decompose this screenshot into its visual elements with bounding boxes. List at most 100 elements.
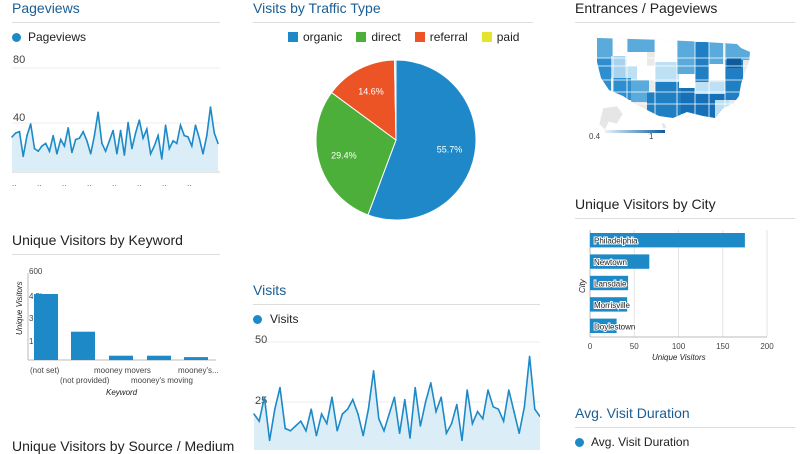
traffic-widget: Visits by Traffic Type organic direct re… xyxy=(240,0,540,240)
pie-slice-referral xyxy=(330,59,397,142)
city-title[interactable]: Unique Visitors by City xyxy=(575,196,716,212)
visits-point-7 xyxy=(289,430,292,432)
visits-point-25 xyxy=(383,430,385,432)
pie-label-referral: 14.6% xyxy=(358,87,384,97)
visits-point-23 xyxy=(372,370,375,372)
legend-referral-label: referral xyxy=(429,30,468,44)
pageviews-point-23 xyxy=(97,111,99,113)
pageviews-point-40 xyxy=(161,158,163,160)
visits-point-14 xyxy=(326,422,328,425)
state-ohio-indiana xyxy=(709,64,725,80)
visits-legend-label[interactable]: Visits xyxy=(270,312,299,326)
keyword-bar-chart[interactable]: 600 4.5k 3k 1.5k (not set) (not provided… xyxy=(0,225,230,405)
visits-point-20 xyxy=(357,413,359,415)
source-title[interactable]: Unique Visitors by Source / Medium xyxy=(12,438,235,454)
visits-point-28 xyxy=(398,432,401,434)
visits-title-rule xyxy=(253,304,540,305)
city-label-4: Doylestown xyxy=(594,322,635,331)
pie-slice-paid xyxy=(393,59,397,141)
pageviews-point-6 xyxy=(33,147,36,150)
visits-point-31 xyxy=(414,386,416,389)
pageviews-point-24 xyxy=(101,142,103,145)
keyword-ytick-600: 600 xyxy=(29,267,43,276)
state-nebraska-kansas xyxy=(655,62,679,82)
pageviews-point-1 xyxy=(14,132,17,134)
pageviews-ytick-40: 40 xyxy=(13,112,25,124)
duration-legend-label[interactable]: Avg. Visit Duration xyxy=(591,435,690,449)
entrances-widget: Entrances / Pageviews xyxy=(565,0,800,170)
us-map[interactable]: 0.4 1 xyxy=(565,0,800,170)
legend-direct[interactable]: direct xyxy=(356,30,401,44)
legend-organic-swatch xyxy=(288,32,298,42)
pageviews-point-13 xyxy=(59,138,62,141)
map-scale-min: 0.4 xyxy=(589,132,601,141)
visits-point-35 xyxy=(435,410,437,413)
city-bar-0 xyxy=(590,233,745,248)
visits-legend-dot xyxy=(253,315,262,324)
city-bar-2 xyxy=(590,275,629,291)
visits-line xyxy=(253,356,540,441)
duration-title[interactable]: Avg. Visit Duration xyxy=(575,405,690,421)
pageviews-point-9 xyxy=(44,142,47,145)
visits-point-37 xyxy=(445,432,448,434)
visits-point-12 xyxy=(315,434,318,437)
pageviews-point-44 xyxy=(176,142,178,145)
pie-label-organic: 55.7% xyxy=(437,145,463,155)
keyword-ytick-3k: 3k xyxy=(29,314,38,323)
visits-point-55 xyxy=(539,415,540,418)
keyword-axis-title-x: Keyword xyxy=(106,388,138,397)
keyword-xlabel-1: (not provided) xyxy=(60,376,110,385)
visits-point-39 xyxy=(456,403,458,406)
visits-chart[interactable]: 50 25 xyxy=(240,270,540,450)
pie-slice-organic xyxy=(367,59,477,221)
city-x-ticks: 0 50 100 150 200 xyxy=(588,342,774,351)
pageviews-point-5 xyxy=(29,123,32,125)
pageviews-ytick-80: 80 xyxy=(13,54,25,66)
pageviews-legend-label[interactable]: Pageviews xyxy=(28,30,87,44)
legend-paid[interactable]: paid xyxy=(481,30,519,44)
pageviews-xtick-4: .. xyxy=(112,179,116,188)
entrances-title[interactable]: Entrances / Pageviews xyxy=(575,0,718,16)
city-xtick-100: 100 xyxy=(672,342,686,351)
pageviews-title[interactable]: Pageviews xyxy=(12,0,80,16)
city-gridlines xyxy=(589,230,768,338)
visits-point-8 xyxy=(294,425,297,427)
city-label-0: Philadelphia xyxy=(594,237,638,246)
legend-organic[interactable]: organic xyxy=(288,30,342,44)
city-xtick-150: 150 xyxy=(716,342,730,351)
visits-point-30 xyxy=(409,437,411,439)
visits-point-5 xyxy=(279,386,281,389)
pageviews-point-15 xyxy=(67,127,69,129)
pageviews-point-21 xyxy=(89,153,92,155)
state-kentucky-tennessee xyxy=(695,82,725,94)
pageviews-point-41 xyxy=(164,124,167,126)
visits-points xyxy=(253,355,540,442)
pageviews-point-25 xyxy=(104,150,107,152)
city-bars: Philadelphia Newtown Lansdale Morrisville Do… xyxy=(590,233,745,333)
legend-referral[interactable]: referral xyxy=(414,30,468,44)
keyword-xlabel-0: (not set) xyxy=(30,366,60,375)
traffic-title[interactable]: Visits by Traffic Type xyxy=(253,0,381,16)
visits-point-10 xyxy=(305,430,307,432)
visits-point-40 xyxy=(461,439,463,442)
keyword-xlabel-4: mooney's... xyxy=(178,366,219,375)
visits-point-15 xyxy=(331,396,333,398)
traffic-pie-chart[interactable]: 55.7% 29.4% 14.6% xyxy=(240,0,540,240)
legend-direct-label: direct xyxy=(371,30,401,44)
visits-point-33 xyxy=(424,401,427,403)
pageviews-x-ticks: ................ xyxy=(12,179,191,188)
visits-point-34 xyxy=(430,382,432,384)
map-color-scale xyxy=(605,130,665,133)
city-bar-chart[interactable]: Philadelphia Newtown Lansdale Morrisville Do… xyxy=(565,190,800,380)
state-wisconsin-illinois xyxy=(695,42,709,82)
visits-title[interactable]: Visits xyxy=(253,282,287,298)
pageviews-point-28 xyxy=(116,153,118,155)
pageviews-points xyxy=(11,106,219,160)
pageviews-chart[interactable]: 80 40 ................ xyxy=(0,0,230,200)
pageviews-point-16 xyxy=(71,151,73,154)
visits-ytick-50: 50 xyxy=(255,334,267,346)
state-florida xyxy=(715,100,729,118)
keyword-title[interactable]: Unique Visitors by Keyword xyxy=(12,232,183,248)
pageviews-line xyxy=(11,106,219,160)
traffic-legend: organic direct referral paid xyxy=(288,30,519,44)
